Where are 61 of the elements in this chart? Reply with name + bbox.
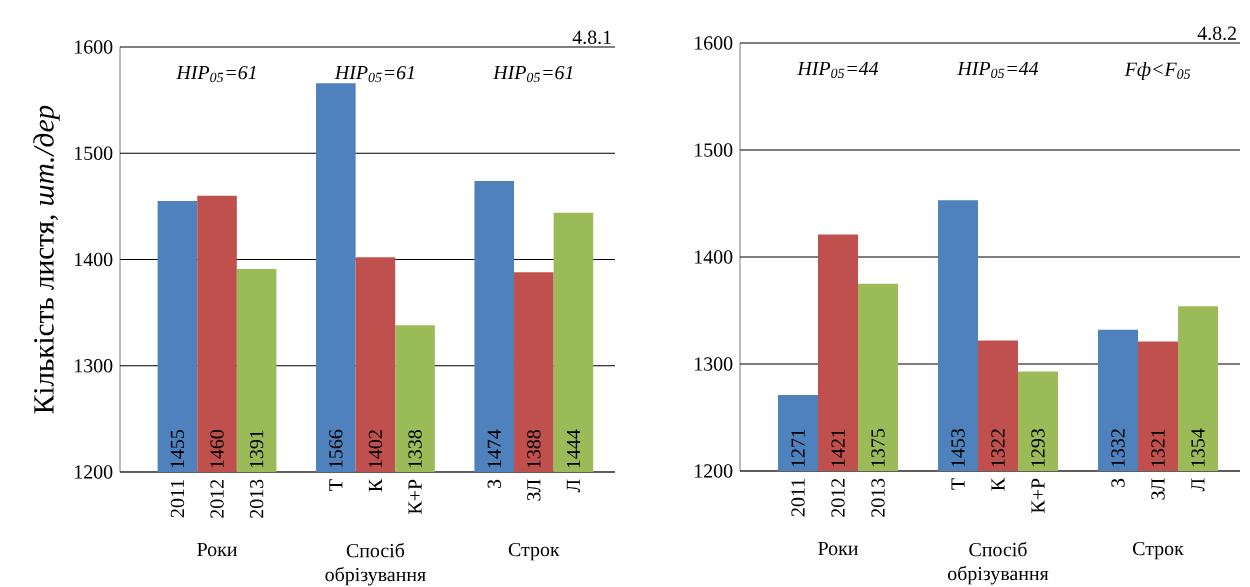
- text: Спосіб обрізування: [948, 542, 1049, 585]
- x-tick-label: К: [368, 478, 382, 492]
- data-label: 1421: [831, 429, 845, 467]
- annotation: HIP$_{05}$=44: [957, 62, 1039, 79]
- data-label: 1455: [170, 430, 185, 468]
- data-label: 1321: [1151, 429, 1165, 467]
- text: Строк: [508, 543, 560, 561]
- x-tick-label: 2013: [249, 479, 264, 519]
- data-label: 1566: [329, 429, 343, 468]
- data-label: 1444: [566, 429, 580, 468]
- y-tick-label: 1600: [695, 36, 733, 50]
- annotation: HIP$_{05}$=44: [797, 62, 879, 79]
- data-label: 1388: [527, 430, 541, 468]
- x-tick-label: К+Р: [408, 479, 422, 515]
- y-tick-label: 1500: [695, 143, 733, 157]
- text: Спосіб обрізування: [325, 543, 426, 586]
- x-tick-label: ЗЛ: [1151, 478, 1165, 500]
- x-tick-label: Л: [1191, 478, 1205, 492]
- text: Роки: [818, 542, 858, 556]
- x-tick-label: З: [487, 479, 501, 489]
- chart-title: 4.8.2: [1197, 26, 1236, 41]
- y-tick-label: 1600: [75, 40, 113, 54]
- y-tick-label: 1200: [695, 464, 733, 478]
- data-label: 1354: [1191, 428, 1205, 467]
- x-tick-label: 2012: [831, 479, 845, 518]
- annotation: HIP$_{05}$=61: [493, 66, 573, 83]
- data-label: 1375: [871, 429, 885, 467]
- x-tick-label: 2013: [871, 478, 885, 518]
- data-label: 1453: [951, 429, 965, 467]
- x-tick-label: К+Р: [1031, 478, 1045, 514]
- annotation: HIP$_{05}$=61: [334, 66, 414, 83]
- text: Роки: [197, 543, 238, 557]
- x-tick-label: З: [1111, 478, 1125, 488]
- text: Строк: [1133, 542, 1184, 560]
- data-label: 1338: [408, 430, 422, 468]
- y-tick-label: 1200: [75, 465, 113, 479]
- data-label: 1332: [1111, 429, 1125, 467]
- data-label: 1460: [210, 430, 224, 468]
- y-tick-label: 1300: [75, 359, 113, 373]
- data-label: 1391: [249, 430, 264, 468]
- y-tick-label: 1400: [695, 250, 733, 264]
- annotation: Fф<F$_{05}$: [1124, 62, 1191, 81]
- y-tick-label: 1300: [695, 357, 733, 371]
- y-axis-title: Кількість листя, шт./дер: [33, 105, 60, 414]
- chart-title: 4.8.1: [572, 30, 611, 45]
- data-label: 1402: [368, 430, 383, 468]
- x-tick-label: Т: [951, 478, 965, 490]
- data-label: 1293: [1031, 429, 1045, 467]
- x-tick-label: 2011: [791, 479, 805, 517]
- data-label: 1322: [991, 429, 1005, 467]
- y-tick-label: 1400: [75, 252, 113, 267]
- x-tick-label: 2012: [210, 480, 224, 519]
- y-tick-label: 1500: [75, 146, 113, 161]
- x-tick-label: Л: [566, 479, 581, 493]
- x-tick-label: Т: [329, 479, 343, 491]
- x-tick-label: ЗЛ: [527, 479, 541, 501]
- x-tick-label: К: [991, 477, 1005, 491]
- data-label: 1474: [487, 429, 501, 468]
- x-tick-label: 2011: [170, 480, 185, 518]
- data-label: 1271: [791, 429, 805, 467]
- annotation: HIP$_{05}$=61: [176, 66, 256, 83]
